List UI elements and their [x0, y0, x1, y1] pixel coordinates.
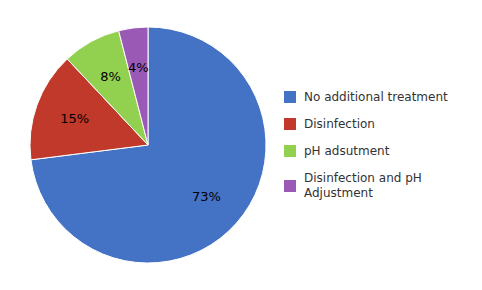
html-text:No additional treatment: No additional treatment [304, 89, 448, 104]
svg-text:73%: 73% [192, 189, 221, 204]
svg-text:15%: 15% [60, 111, 89, 126]
svg-text:8%: 8% [100, 69, 121, 84]
html-text:Disinfection and pH Adjustment: Disinfection and pH Adjustment [304, 170, 422, 200]
html-text:pH adsutment: pH adsutment [304, 143, 390, 158]
svg-text:4%: 4% [128, 60, 149, 75]
html-text:Disinfection: Disinfection [304, 116, 375, 131]
